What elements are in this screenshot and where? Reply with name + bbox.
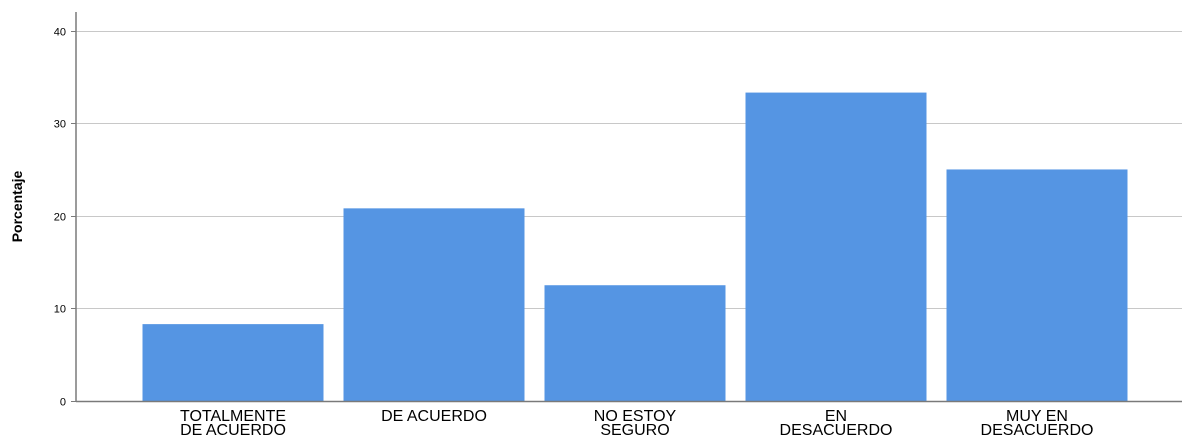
category-label-3: NO ESTOY SEGURO [594,408,677,439]
category-label-line: NO ESTOY [594,408,677,425]
bar-3 [544,285,726,401]
y-axis-title: Porcentaje [9,170,25,242]
bars [142,92,1128,401]
y-tick-label-40: 40 [54,27,66,39]
category-label-line: MUY EN [1006,408,1068,425]
category-label-line: DESACUERDO [981,422,1094,439]
y-tick-label-30: 30 [54,119,66,131]
category-label-line: TOTALMENTE [180,408,286,425]
category-label-line: EN [825,408,847,425]
category-label-line: SEGURO [600,422,669,439]
category-label-4: EN DESACUERDO [780,408,893,439]
y-tick-labels: 0 10 20 30 40 [54,27,76,409]
category-label-line: DE ACUERDO [381,408,487,425]
category-label-5: MUY EN DESACUERDO [981,408,1094,439]
bar-1 [142,324,324,401]
bar-5 [946,169,1128,401]
axes [75,12,1182,403]
category-label-line: DESACUERDO [780,422,893,439]
category-label-1: TOTALMENTE DE ACUERDO [180,408,286,439]
category-label-line: DE ACUERDO [180,422,286,439]
category-label-2: DE ACUERDO [381,408,487,425]
bar-2 [343,208,525,401]
y-tick-label-10: 10 [54,304,66,316]
y-tick-label-0: 0 [60,397,66,409]
y-tick-label-20: 20 [54,212,66,224]
bar-4 [745,92,927,401]
